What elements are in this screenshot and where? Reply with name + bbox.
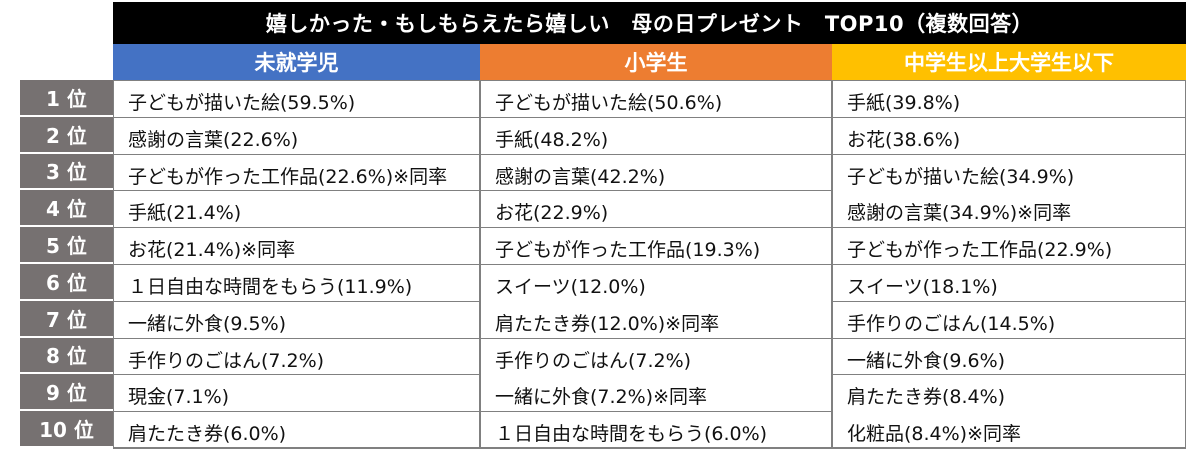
cell-text: 化粧品(8.4%)※同率 [847,423,1022,446]
table-cell: 子どもが描いた絵(34.9%) 感謝の言葉(34.9%)※同率 [832,153,1186,229]
cell-text: 子どもが作った工作品(22.6%)※同率 [128,165,448,188]
rank-label: 10 位 [20,411,113,448]
cell-text: 手作りのごはん(7.2%) [128,349,325,372]
table-cell: 子どもが描いた絵(59.5%) [113,80,480,118]
cell-text: お花(21.4%)※同率 [128,239,296,262]
table-cell: 手紙(39.8%) [832,80,1186,118]
table-cell: 感謝の言葉(22.6%) [113,116,480,155]
table-cell: スイーツ(12.0%) 肩たたき券(12.0%)※同率 [480,264,832,339]
table-cell: １日自由な時間をもらう(6.0%) [480,411,832,449]
table-cell: 手紙(48.2%) [480,116,832,155]
rank-label: 6 位 [20,264,113,301]
table-cell: 子どもが作った工作品(19.3%) [480,227,832,265]
table-cell: お花(22.9%) [480,190,832,229]
cell-text: スイーツ(12.0%) [495,276,646,298]
table-cell: 肩たたき券(8.4%) 化粧品(8.4%)※同率 [832,374,1186,449]
table-cell: 手作りのごはん(14.5%) [832,300,1186,339]
table-cell: １日自由な時間をもらう(11.9%) [113,264,480,302]
rank-label: 3 位 [20,153,113,191]
table-cell: 感謝の言葉(42.2%) [480,153,832,192]
rank-label: 8 位 [20,337,113,375]
cell-text: １日自由な時間をもらう(11.9%) [128,276,413,298]
cell-text: スイーツ(18.1%) [847,276,998,298]
cell-text: お花(38.6%) [847,128,961,151]
cell-text: 肩たたき券(6.0%) [128,423,287,446]
table-cell: 肩たたき券(6.0%) [113,411,480,449]
rank-label: 1 位 [20,80,113,117]
cell-text: 肩たたき券(8.4%) [847,386,1006,409]
table-cell: 子どもが描いた絵(50.6%) [480,80,832,118]
table-cell: スイーツ(18.1%) [832,264,1186,302]
cell-text: 子どもが描いた絵(50.6%) [495,92,723,114]
cell-text: 現金(7.1%) [128,386,230,409]
rank-label: 9 位 [20,374,113,412]
rank-label: 4 位 [20,190,113,228]
cell-text: 子どもが描いた絵(59.5%) [128,92,356,114]
column-header-elementary: 小学生 [480,44,832,80]
cell-text: 一緒に外食(9.5%) [128,312,287,335]
table-cell: 一緒に外食(9.6%) [832,337,1186,376]
cell-text: 感謝の言葉(42.2%) [495,165,666,188]
rank-label: 2 位 [20,116,113,154]
table-cell: お花(38.6%) [832,116,1186,155]
table-cell: お花(21.4%)※同率 [113,227,480,265]
rank-label: 7 位 [20,300,113,338]
cell-text: 肩たたき券(12.0%)※同率 [495,312,720,335]
cell-text: 手作りのごはん(14.5%) [847,312,1056,335]
table-cell: 子どもが作った工作品(22.6%)※同率 [113,153,480,192]
cell-text: 一緒に外食(9.6%) [847,349,1006,372]
column-header-secondary: 中学生以上大学生以下 [832,44,1186,80]
cell-text: お花(22.9%) [495,202,609,225]
table-title: 嬉しかった・もしもらえたら嬉しい 母の日プレゼント TOP10（複数回答） [113,2,1186,44]
table-cell: 手紙(21.4%) [113,190,480,229]
rank-label: 5 位 [20,227,113,264]
cell-text: 子どもが作った工作品(22.9%) [847,239,1113,262]
table-cell: 手作りのごはん(7.2%) [113,337,480,376]
cell-text: 手紙(21.4%) [128,202,242,225]
cell-text: 手紙(48.2%) [495,128,609,151]
cell-text: 一緒に外食(7.2%)※同率 [495,386,708,409]
table-cell: 一緒に外食(9.5%) [113,300,480,339]
cell-text: 感謝の言葉(22.6%) [128,128,299,151]
cell-text: 手作りのごはん(7.2%) [495,349,692,372]
table-cell: 現金(7.1%) [113,374,480,413]
cell-text: １日自由な時間をもらう(6.0%) [495,423,768,446]
cell-text: 子どもが作った工作品(19.3%) [495,239,761,262]
cell-text: 手紙(39.8%) [847,92,961,114]
cell-text: 子どもが描いた絵(34.9%) [847,165,1075,188]
cell-text: 感謝の言葉(34.9%)※同率 [847,202,1072,225]
column-header-preschool: 未就学児 [113,44,480,80]
table-cell: 手作りのごはん(7.2%) 一緒に外食(7.2%)※同率 [480,337,832,413]
table-cell: 子どもが作った工作品(22.9%) [832,227,1186,265]
